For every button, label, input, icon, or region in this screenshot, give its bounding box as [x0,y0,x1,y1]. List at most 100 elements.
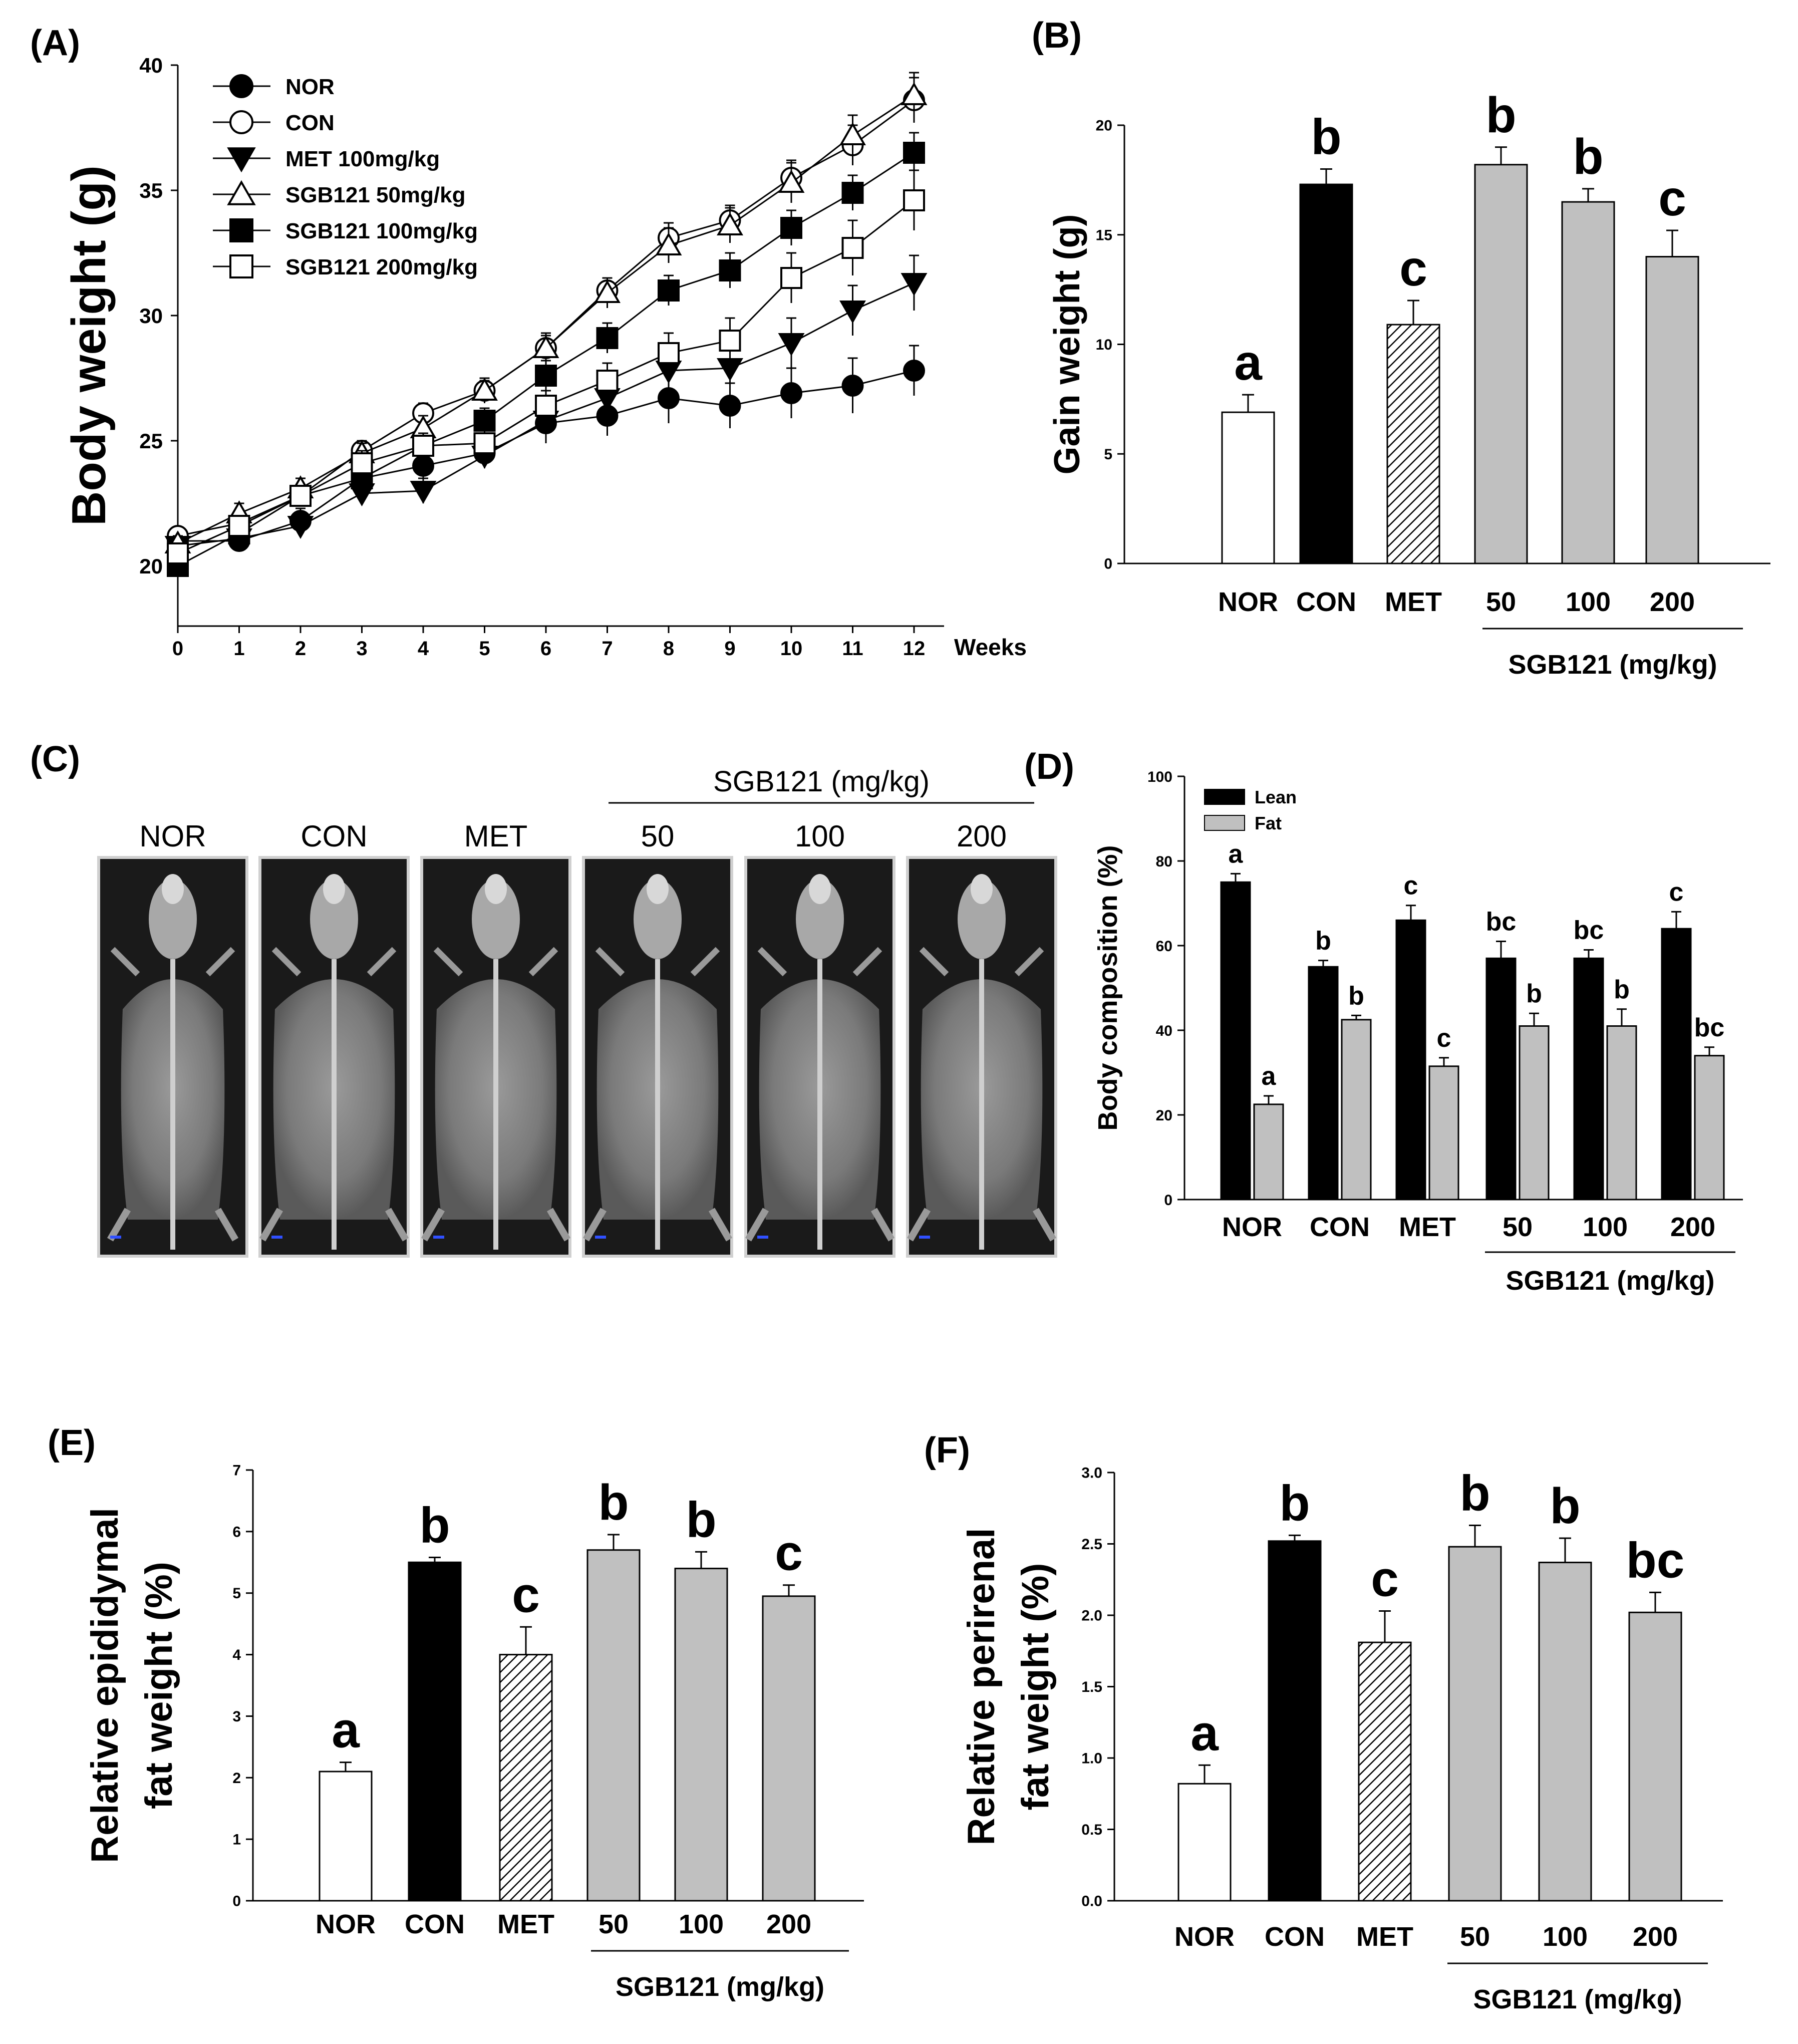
legend-swatch [1204,815,1245,831]
significance-letter: bc [1626,1532,1685,1588]
bar-fat-200 [1694,1055,1725,1201]
bar-con [1268,1540,1322,1902]
y-tick-label: 20 [139,554,163,578]
panel-e-epididymal-fat-chart: (E) 0 1 2 3 4 5 6 7 a NOR b CON c MET b 50 b 100 c 200 SGB121… [48,1423,864,2002]
panel-label: (A) [30,23,80,63]
xray-fore-legs [110,947,235,977]
category-label: 100 [1566,587,1611,617]
y-tick-label: 80 [1156,853,1172,870]
bar-100 [674,1568,728,1902]
significance-letter: a [1190,1705,1219,1761]
bar-50 [1474,164,1528,564]
xray-head [149,879,197,959]
category-label: MET [1399,1212,1456,1242]
image-column-label: CON [301,819,367,853]
data-point [535,395,557,417]
data-point [780,217,802,239]
panel-label: (E) [48,1423,96,1463]
legend-label: Fat [1255,813,1282,833]
x-tick-label: 4 [418,638,429,660]
data-point [901,273,928,297]
bar-con [1299,183,1353,564]
data-point [839,122,866,145]
xray-fore-legs [757,947,882,977]
significance-letter: c [775,1525,803,1581]
scale-marker [110,1236,121,1239]
significance-letter: c [512,1567,540,1623]
scale-marker [271,1236,282,1239]
scale-marker [595,1236,606,1239]
bar-met [1386,324,1440,564]
bar-200 [1645,256,1699,564]
significance-letter: b [1459,1465,1490,1521]
bar-100 [1538,1562,1592,1902]
data-point [841,237,864,259]
xray-snout [162,874,184,904]
y-tick-label: 0 [1104,556,1112,572]
xray-fore-legs [595,947,720,977]
significance-letter: b [1550,1478,1580,1534]
data-point [841,375,864,397]
legend-marker [229,110,253,134]
xray-snout [323,874,345,904]
data-point [535,365,557,387]
significance-letter: b [1485,87,1516,143]
y-tick-label: 4 [232,1647,241,1663]
category-label: MET [1356,1922,1413,1952]
data-point [594,279,621,303]
legend-marker [229,74,253,98]
xray-snout [485,874,507,904]
significance-letter: bc [1486,908,1517,937]
significance-letter: c [1399,240,1427,297]
x-tick-label: 1 [233,638,244,660]
bar-con [408,1561,462,1902]
y-tick-label: 0.0 [1081,1893,1102,1910]
category-label: CON [1265,1922,1325,1952]
group-label: SGB121 (mg/kg) [1506,1266,1714,1296]
category-label: 200 [1650,587,1695,617]
xray-head [634,879,682,959]
y-axis-title: Body weight (g) [62,165,116,526]
y-tick-label: 20 [1156,1107,1172,1124]
bar-200 [762,1595,816,1902]
image-column-label: 200 [957,819,1007,853]
panel-label: (F) [924,1430,970,1471]
xray-image-50 [582,856,733,1258]
group-label: SGB121 (mg/kg) [616,1972,824,2002]
panel-label: (C) [30,739,80,779]
significance-letter: c [1437,1024,1451,1053]
data-point [473,410,496,432]
category-label: 100 [1583,1212,1628,1242]
category-label: NOR [316,1909,376,1939]
legend-label: SGB121 100mg/kg [285,219,478,243]
significance-letter: b [1348,981,1364,1010]
significance-letter: a [1262,1062,1277,1091]
significance-letter: c [1404,871,1418,901]
xray-hind-legs [107,1208,239,1242]
category-label: 100 [1543,1922,1588,1952]
x-tick-label: 10 [780,638,803,660]
y-tick-label: 1 [232,1832,241,1848]
category-label: CON [1296,587,1356,617]
category-label: NOR [1174,1922,1235,1952]
significance-letter: b [1614,975,1630,1004]
bar-lean-nor [1220,881,1251,1201]
y-tick-label: 0.5 [1081,1822,1102,1838]
significance-letter: b [1279,1475,1310,1531]
y-tick-label: 20 [1096,118,1112,134]
xray-head [310,879,358,959]
series-sgb121-200mg-kg [167,169,925,564]
xray-fore-legs [271,947,397,977]
category-label: MET [497,1909,554,1939]
significance-letter: b [1526,979,1542,1008]
data-point [717,212,743,235]
xray-image-con [258,856,410,1258]
legend-label: MET 100mg/kg [285,147,440,171]
data-point [473,432,496,454]
data-point [471,377,498,401]
significance-letter: b [598,1475,629,1531]
y-tick-label: 7 [232,1463,241,1479]
data-point [658,342,680,364]
data-point [780,382,802,404]
